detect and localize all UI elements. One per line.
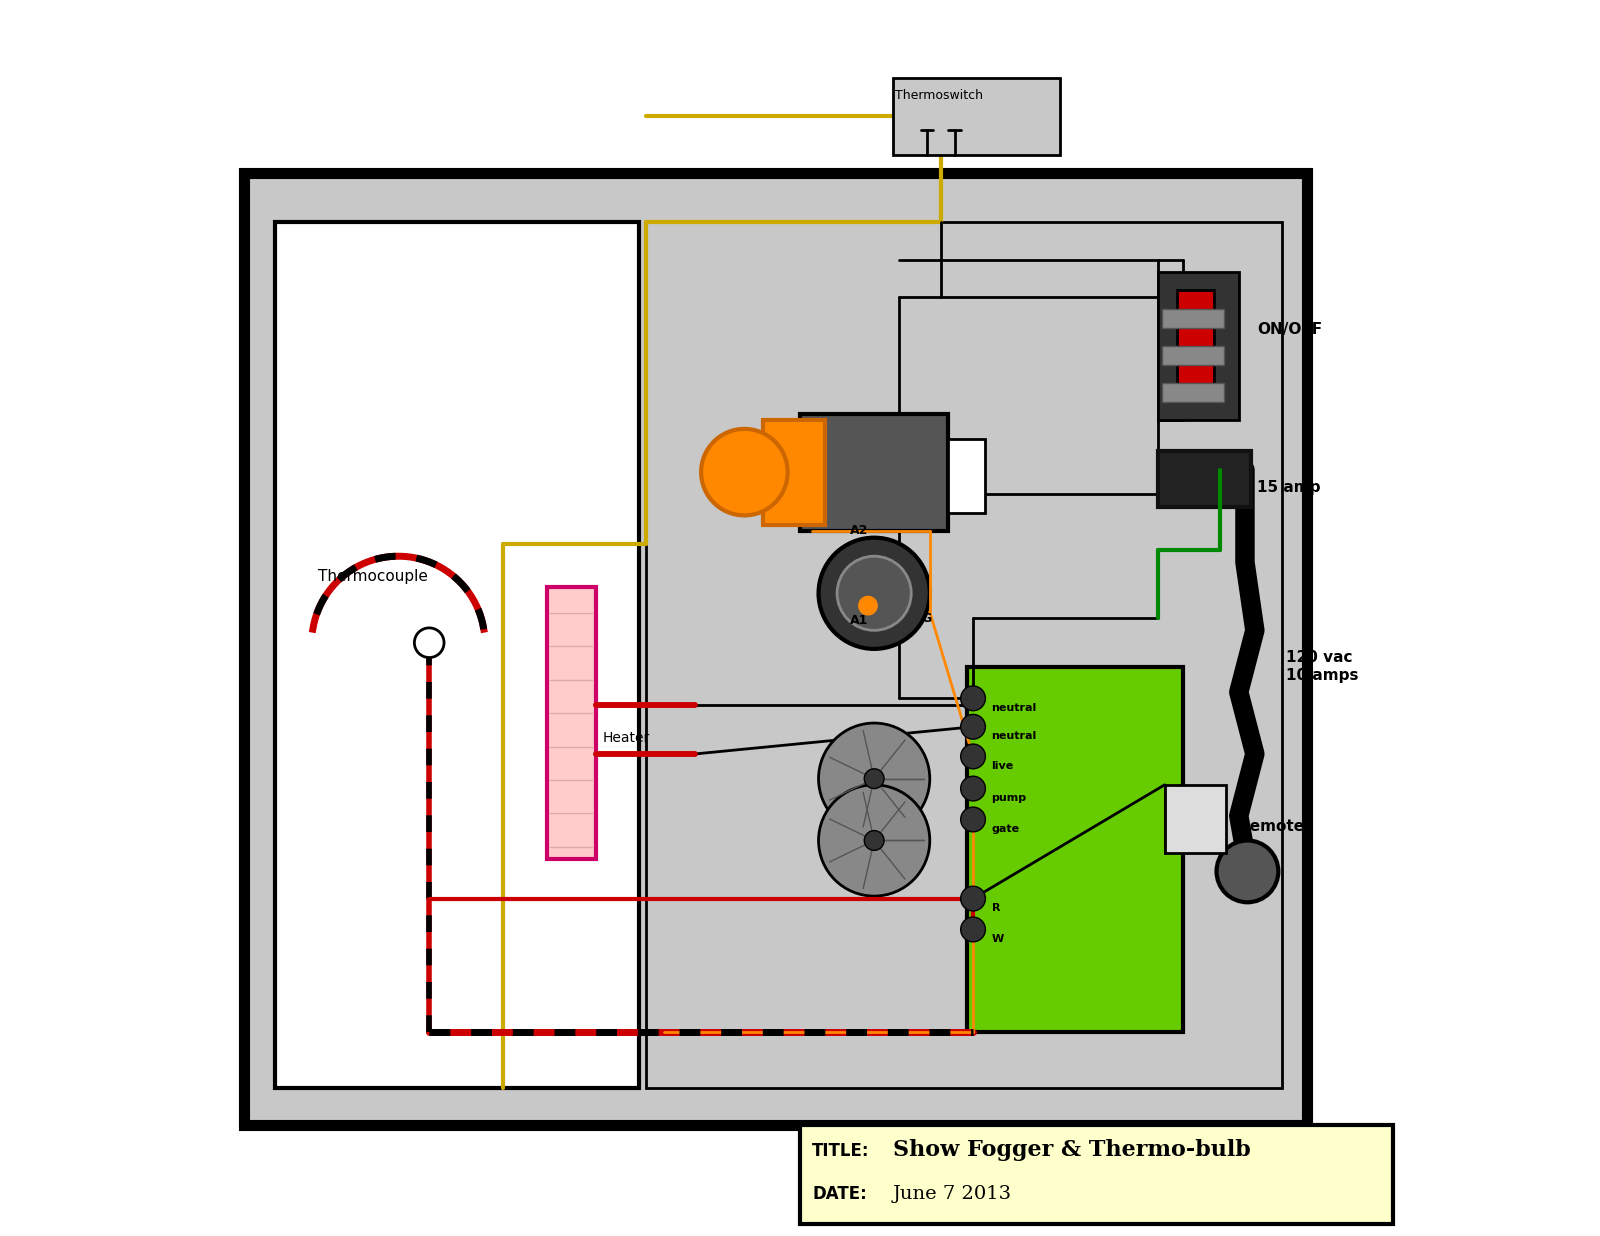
Bar [275, 222, 640, 1088]
Bar [645, 222, 1282, 1088]
Bar [1158, 272, 1238, 420]
Circle shape [819, 723, 930, 834]
Text: neutral: neutral [992, 732, 1037, 742]
Text: Show Fogger & Thermo-bulb: Show Fogger & Thermo-bulb [893, 1138, 1251, 1161]
Circle shape [819, 538, 930, 649]
Text: DATE:: DATE: [813, 1185, 867, 1203]
Circle shape [414, 628, 445, 658]
Text: A1: A1 [850, 614, 867, 627]
Circle shape [960, 776, 986, 801]
Bar [1162, 309, 1224, 328]
Text: 120 vac
10 amps: 120 vac 10 amps [1286, 650, 1358, 682]
Text: Thermoswitch: Thermoswitch [894, 89, 982, 101]
Bar [1162, 346, 1224, 365]
Circle shape [960, 686, 986, 711]
Bar [893, 78, 1059, 154]
Circle shape [960, 714, 986, 739]
Text: neutral: neutral [992, 703, 1037, 713]
Bar [1162, 383, 1224, 402]
Text: G: G [922, 612, 931, 624]
Bar [763, 420, 824, 525]
Circle shape [960, 744, 986, 769]
Bar [1165, 785, 1227, 853]
Circle shape [819, 785, 930, 896]
Circle shape [701, 429, 787, 515]
Text: June 7 2013: June 7 2013 [893, 1185, 1011, 1203]
Text: A2: A2 [850, 524, 867, 536]
Bar [966, 667, 1182, 1032]
Text: pump: pump [992, 794, 1027, 803]
Text: TITLE:: TITLE: [813, 1142, 870, 1159]
Circle shape [1216, 840, 1278, 902]
Bar [1158, 451, 1251, 507]
Text: Remote: Remote [1238, 818, 1306, 833]
Text: live: live [992, 761, 1014, 771]
Bar [800, 1125, 1394, 1224]
Bar [243, 173, 1307, 1125]
Circle shape [864, 831, 885, 850]
Text: ON/OFF: ON/OFF [1258, 321, 1323, 336]
Text: 15 amp: 15 amp [1258, 480, 1322, 494]
Bar [949, 439, 986, 513]
Bar [800, 414, 949, 531]
Text: gate: gate [992, 824, 1019, 834]
Bar [1178, 290, 1214, 396]
Text: Heater: Heater [602, 730, 650, 744]
Circle shape [960, 807, 986, 832]
Circle shape [858, 596, 878, 616]
Circle shape [864, 769, 885, 789]
Text: Thermocouple: Thermocouple [318, 569, 427, 583]
Text: R: R [992, 904, 1000, 913]
Text: W: W [992, 934, 1003, 944]
Circle shape [837, 556, 912, 630]
Circle shape [960, 886, 986, 911]
Bar [547, 587, 597, 859]
Circle shape [960, 917, 986, 942]
